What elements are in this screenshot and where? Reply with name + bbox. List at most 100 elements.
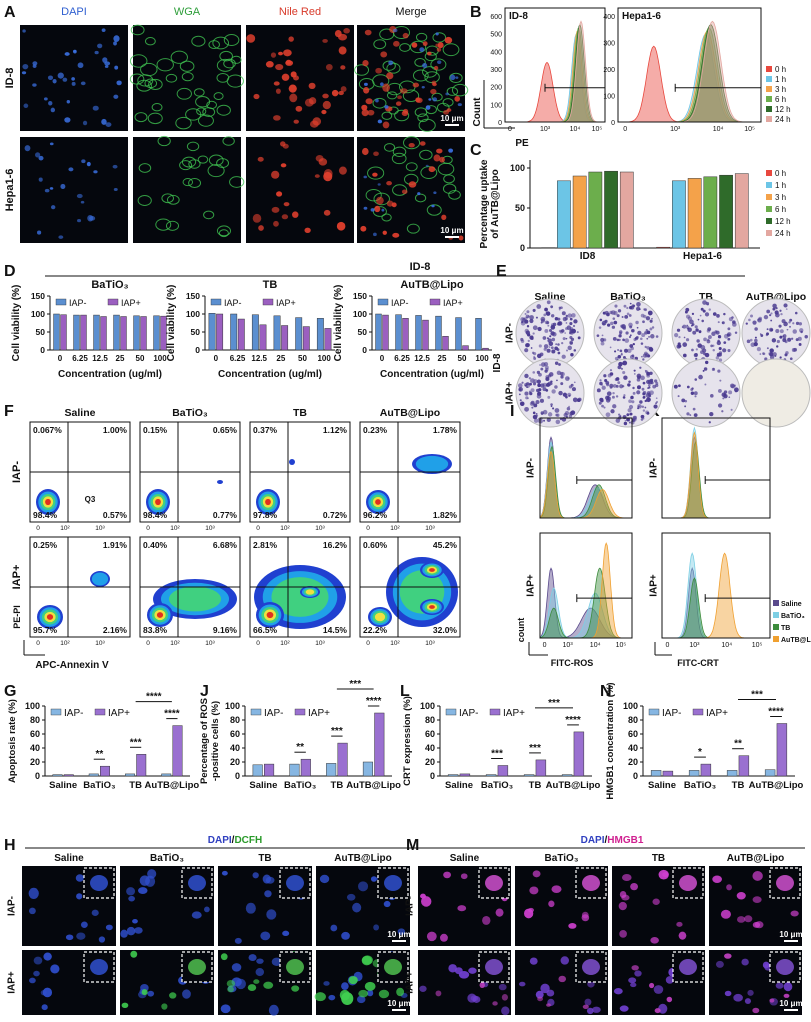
colony	[527, 333, 530, 336]
colony	[610, 369, 612, 371]
y-tick-label: 40	[628, 743, 638, 753]
y-tick-label: 150	[186, 291, 200, 301]
y-tick-label: 0	[498, 120, 502, 127]
legend-label: 1 h	[775, 75, 786, 84]
colony	[712, 345, 714, 347]
colony	[678, 336, 680, 338]
x-tick-label: 6.25	[394, 354, 410, 363]
cell	[58, 235, 63, 239]
cell	[102, 28, 106, 32]
x-tick-label: 50	[298, 354, 307, 363]
colony	[559, 307, 561, 309]
colony	[692, 331, 696, 335]
x-tick-label: 0	[623, 126, 627, 133]
colony	[727, 327, 730, 330]
legend-swatch	[766, 170, 772, 176]
legend-swatch	[766, 96, 772, 102]
cell	[328, 995, 335, 1001]
x-tick-label: 25	[276, 354, 285, 363]
colony	[521, 382, 523, 384]
density-contour	[429, 568, 435, 572]
legend-label: IAP+	[503, 708, 525, 719]
cell	[432, 97, 437, 101]
cell	[339, 167, 347, 175]
density-contour	[169, 587, 221, 612]
column-header: Saline	[450, 853, 480, 864]
colony	[551, 323, 555, 327]
row-label: IAP-	[405, 896, 416, 916]
x-tick-label: TB	[331, 780, 344, 791]
cell	[138, 887, 147, 894]
colony	[707, 340, 711, 344]
colony	[642, 320, 645, 323]
legend-swatch	[766, 116, 772, 122]
colony	[719, 347, 722, 350]
cell	[260, 932, 270, 941]
colony	[526, 343, 530, 347]
cell	[427, 52, 432, 56]
colony	[533, 403, 537, 407]
cell	[341, 932, 350, 940]
colony	[614, 305, 617, 308]
y-tick-label: 400	[603, 14, 615, 21]
colony	[653, 405, 657, 409]
bar	[137, 754, 146, 776]
cell	[480, 982, 485, 988]
cell	[140, 875, 150, 886]
cell	[650, 937, 659, 944]
x-tick-label: 10²	[60, 640, 70, 647]
colony	[767, 328, 769, 330]
cell	[253, 94, 259, 99]
cell	[113, 35, 119, 42]
colony	[793, 329, 797, 333]
colony	[558, 352, 561, 355]
colony	[750, 339, 753, 342]
cell	[83, 121, 87, 126]
quadrant-percent: 1.00%	[103, 425, 128, 435]
colony	[574, 381, 576, 383]
cell	[426, 165, 429, 167]
bar	[727, 770, 737, 776]
bar	[281, 326, 287, 350]
axis-label: of AuTB@Lipo	[490, 169, 501, 238]
bar	[260, 325, 266, 350]
legend-label: 24 h	[775, 229, 791, 238]
colony	[687, 386, 690, 389]
row-label: IAP+	[526, 574, 537, 597]
y-tick-label: 0	[35, 771, 40, 781]
cell	[169, 992, 176, 998]
row-label: IAP+	[505, 382, 516, 405]
quadrant-percent: 2.81%	[253, 540, 278, 550]
colony	[539, 364, 541, 366]
density-contour	[47, 614, 53, 620]
cell	[492, 1001, 497, 1005]
legend-swatch	[766, 230, 772, 236]
colony	[694, 353, 698, 357]
colony	[537, 393, 539, 395]
x-tick-label: 0	[146, 640, 150, 647]
colony	[782, 335, 784, 337]
bar	[325, 328, 331, 350]
legend-swatch	[378, 299, 388, 305]
cell	[34, 957, 43, 965]
axis-label: Percentage uptake	[479, 159, 490, 248]
bar	[423, 320, 429, 350]
quadrant-percent: 0.57%	[103, 510, 128, 520]
colony	[533, 325, 538, 330]
colony	[613, 317, 616, 320]
x-tick-label: 10⁵	[752, 642, 763, 649]
cell	[753, 896, 762, 903]
colony	[554, 385, 557, 388]
colony	[774, 355, 776, 357]
colony	[799, 322, 802, 325]
colony	[612, 392, 614, 394]
colony	[631, 421, 635, 425]
cell	[132, 919, 138, 924]
colony	[632, 387, 634, 389]
colony	[709, 421, 711, 423]
cell	[409, 181, 417, 187]
bar	[296, 318, 302, 350]
colony	[610, 409, 614, 413]
y-tick-label: 0	[362, 345, 367, 355]
row-label: IAP+	[11, 565, 23, 590]
